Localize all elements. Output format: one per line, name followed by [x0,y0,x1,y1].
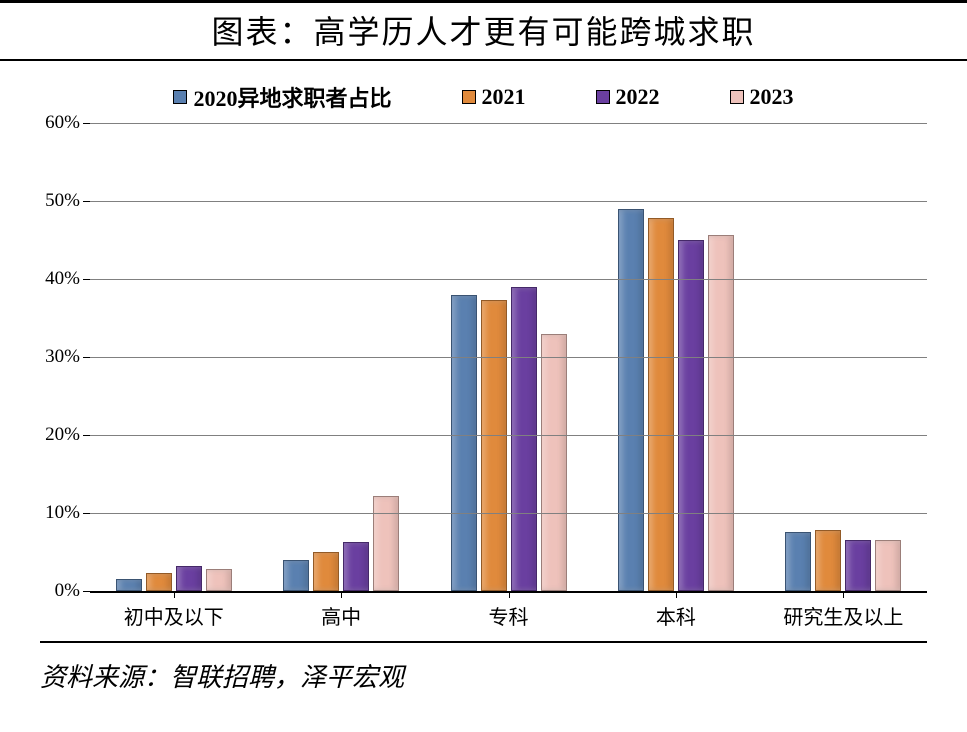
bar [283,560,309,591]
bar [708,235,734,591]
x-axis-label: 专科 [425,593,592,633]
bar [451,295,477,591]
x-axis-label: 初中及以下 [90,593,257,633]
legend-swatch [173,90,187,104]
bar [678,240,704,591]
data-source: 资料来源：智联招聘，泽平宏观 [0,643,967,694]
chart-area: 0%10%20%30%40%50%60% 初中及以下高中专科本科研究生及以上 [90,123,927,633]
bar [618,209,644,591]
y-tick [83,513,90,514]
gridline [90,279,927,280]
gridline [90,201,927,202]
legend-label: 2021 [482,84,526,110]
bar [648,218,674,591]
x-axis-label: 研究生及以上 [760,593,927,633]
bar [845,540,871,591]
y-tick [83,279,90,280]
legend-item: 2022 [596,81,660,113]
gridline [90,357,927,358]
y-axis-label: 60% [20,112,80,134]
y-axis-label: 0% [20,580,80,602]
y-tick [83,435,90,436]
legend-item: 2023 [730,81,794,113]
bar [313,552,339,591]
bar [875,540,901,591]
gridline [90,435,927,436]
bar [176,566,202,591]
x-axis-labels: 初中及以下高中专科本科研究生及以上 [90,593,927,633]
y-tick [83,201,90,202]
y-axis-label: 10% [20,502,80,524]
gridline [90,513,927,514]
gridline [90,123,927,124]
plot-region: 0%10%20%30%40%50%60% [90,123,927,593]
legend-item: 2020异地求职者占比 [173,81,391,113]
bar [511,287,537,591]
bar [206,569,232,591]
legend-swatch [596,90,610,104]
bar [815,530,841,591]
bar [343,542,369,591]
legend-label: 2020异地求职者占比 [193,81,391,113]
bar [785,532,811,591]
y-tick [83,357,90,358]
y-tick [83,591,90,592]
y-axis-label: 30% [20,346,80,368]
x-axis-label: 高中 [257,593,424,633]
y-axis-label: 50% [20,190,80,212]
legend-label: 2022 [616,84,660,110]
y-tick [83,123,90,124]
legend-swatch [462,90,476,104]
x-axis-label: 本科 [592,593,759,633]
chart-title: 图表：高学历人才更有可能跨城求职 [211,14,755,50]
bar [481,300,507,591]
bar [116,579,142,591]
bar [541,334,567,591]
chart-title-bar: 图表：高学历人才更有可能跨城求职 [0,0,967,61]
bar [373,496,399,591]
legend-swatch [730,90,744,104]
legend-label: 2023 [750,84,794,110]
y-axis-label: 40% [20,268,80,290]
y-axis-label: 20% [20,424,80,446]
legend-item: 2021 [462,81,526,113]
chart-legend: 2020异地求职者占比 2021 2022 2023 [0,61,967,123]
bar [146,573,172,591]
